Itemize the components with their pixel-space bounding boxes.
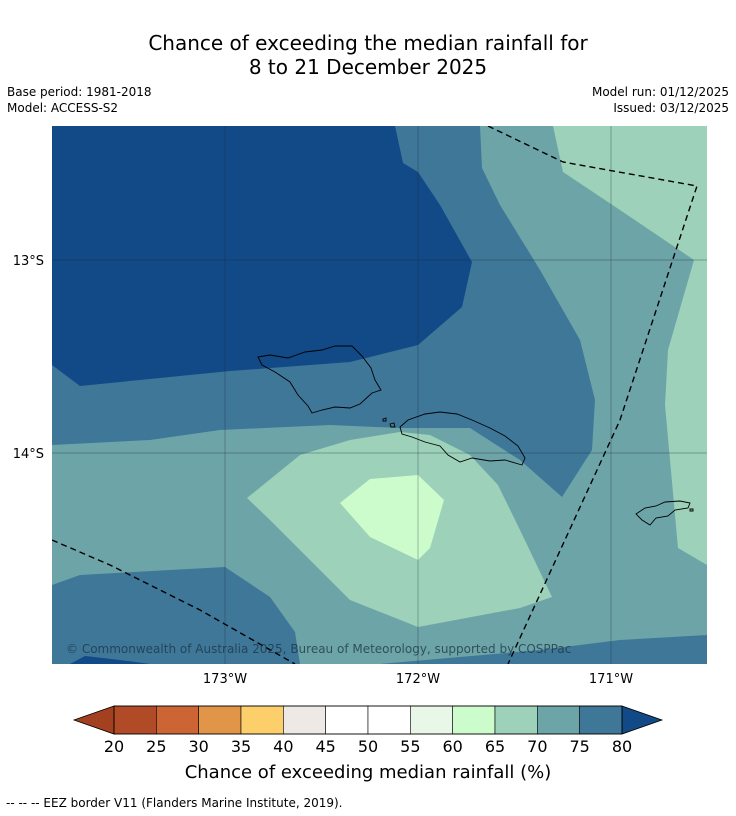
region-65-70-east: [553, 126, 707, 565]
aunuu-island-outline: [689, 508, 694, 512]
colorbar-segment: [240, 705, 284, 735]
colorbar-tick-label: 45: [315, 737, 335, 756]
grid-lines: [52, 126, 707, 664]
manono-island-outline: [382, 417, 387, 422]
colorbar-tick-label: 40: [273, 737, 293, 756]
upolu-island-outline: [399, 411, 526, 466]
colorbar-segment: [113, 705, 157, 735]
colorbar-over-arrow: [621, 705, 664, 735]
colorbar-tick-label: 30: [188, 737, 208, 756]
colorbar-tick-label: 70: [527, 737, 547, 756]
colorbar-segment: [410, 705, 453, 735]
title-line-1: Chance of exceeding the median rainfall …: [148, 31, 588, 55]
title-line-2: 8 to 21 December 2025: [248, 55, 488, 79]
region-60-65: [340, 475, 444, 560]
lat-label-13s: 13°S: [13, 254, 44, 269]
region-75-80-south: [380, 635, 707, 664]
colorbar-segment: [325, 705, 369, 735]
colorbar-tick-label: 25: [146, 737, 166, 756]
colorbar-tick-label: 60: [442, 737, 462, 756]
colorbar-tick-label: 20: [104, 737, 124, 756]
colorbar-segment: [198, 705, 242, 735]
colorbar-segment: [452, 705, 496, 735]
colorbar-segment: [156, 705, 199, 735]
colorbar: 20 25 30 35 40 45 50 55 60 65 70 75 80: [72, 705, 664, 756]
region-gt80-south: [70, 656, 150, 664]
region-gt80: [52, 126, 472, 386]
colorbar-segment: [367, 705, 411, 735]
colorbar-tick-label: 75: [569, 737, 589, 756]
colorbar-segment: [579, 705, 623, 735]
colorbar-tick-label: 55: [400, 737, 420, 756]
lon-label-171w: 171°W: [589, 672, 633, 687]
colorbar-tick-label: 50: [358, 737, 378, 756]
copyright-notice: © Commonwealth of Australia 2025, Bureau…: [66, 642, 571, 656]
tutuila-island-outline: [635, 500, 691, 526]
eez-border: [52, 126, 698, 664]
model-run: Model run: 01/12/2025: [591, 85, 729, 99]
colorbar-tick-label: 80: [612, 737, 632, 756]
colorbar-segment: [283, 705, 326, 735]
colorbar-segment: [537, 705, 580, 735]
colorbar-segment: [494, 705, 538, 735]
lon-label-173w: 173°W: [203, 672, 247, 687]
base-period: Base period: 1981-2018: [7, 85, 152, 99]
model-name: Model: ACCESS-S2: [7, 101, 119, 115]
apolima-island-outline: [389, 422, 396, 428]
colorbar-label: Chance of exceeding median rainfall (%): [185, 762, 552, 783]
lat-label-14s: 14°S: [13, 447, 44, 462]
colorbar-under-arrow: [72, 705, 115, 735]
lon-label-172w: 172°W: [396, 672, 440, 687]
savaii-island-outline: [257, 345, 382, 414]
colorbar-tick-label: 65: [485, 737, 505, 756]
issued-date: Issued: 03/12/2025: [613, 101, 729, 115]
region-75-80-southwest: [52, 567, 300, 664]
footer-note: -- -- -- EEZ border V11 (Flanders Marine…: [6, 796, 343, 810]
colorbar-frame: [113, 705, 623, 735]
colorbar-tick-label: 35: [231, 737, 251, 756]
